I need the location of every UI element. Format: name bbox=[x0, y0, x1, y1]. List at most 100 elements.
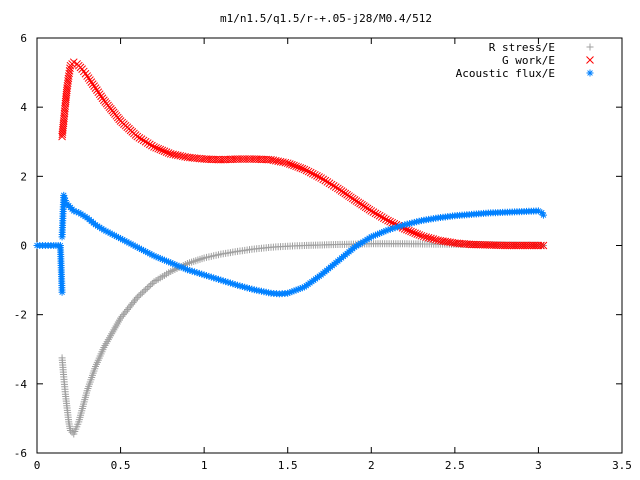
data-point bbox=[133, 293, 141, 301]
data-point bbox=[403, 220, 411, 228]
data-point bbox=[286, 288, 294, 296]
data-point bbox=[234, 281, 242, 289]
data-point bbox=[351, 243, 359, 251]
data-point bbox=[355, 241, 363, 249]
data-point bbox=[144, 249, 152, 257]
data-point bbox=[285, 160, 294, 168]
data-point bbox=[236, 282, 244, 290]
data-marks bbox=[33, 58, 548, 438]
data-point bbox=[219, 277, 227, 285]
data-point bbox=[207, 273, 215, 281]
data-point bbox=[294, 163, 303, 171]
data-point bbox=[384, 226, 392, 234]
data-point bbox=[363, 235, 371, 243]
legend-label: G work/E bbox=[502, 54, 555, 67]
data-point bbox=[417, 231, 426, 240]
data-point bbox=[123, 238, 131, 246]
data-point bbox=[539, 241, 548, 250]
axis-ticks: 0 0.5 1 1.5 2 2.5 3 3.5 -6 -4 -2 0 2 4 6 bbox=[14, 32, 632, 472]
data-point bbox=[135, 134, 144, 142]
x-tick-label: 3 bbox=[535, 459, 542, 472]
data-point bbox=[133, 243, 141, 251]
legend-label: R stress/E bbox=[489, 41, 555, 54]
data-point bbox=[325, 179, 334, 188]
data-point bbox=[112, 232, 120, 240]
data-point bbox=[388, 218, 397, 227]
data-point bbox=[405, 226, 413, 235]
y-tick-label: 2 bbox=[20, 170, 27, 183]
data-point bbox=[142, 248, 150, 256]
data-point bbox=[376, 229, 384, 237]
data-point bbox=[367, 207, 376, 215]
data-point bbox=[150, 252, 158, 260]
data-point bbox=[135, 244, 143, 252]
data-point bbox=[373, 210, 382, 219]
data-point bbox=[369, 232, 377, 240]
data-point bbox=[300, 165, 309, 174]
data-point bbox=[102, 227, 110, 235]
data-point bbox=[139, 136, 148, 145]
series-2 bbox=[33, 191, 547, 298]
data-point bbox=[148, 251, 156, 259]
data-point bbox=[283, 159, 292, 168]
data-point bbox=[243, 284, 251, 292]
data-point bbox=[401, 221, 409, 229]
data-point bbox=[389, 224, 397, 232]
data-point bbox=[298, 164, 307, 173]
data-point bbox=[384, 216, 392, 225]
data-point bbox=[391, 224, 399, 232]
data-point bbox=[205, 272, 213, 280]
data-point bbox=[296, 164, 305, 172]
data-point bbox=[174, 151, 182, 160]
data-point bbox=[214, 275, 222, 283]
data-point bbox=[171, 150, 180, 159]
data-point bbox=[357, 239, 365, 247]
data-point bbox=[382, 215, 390, 224]
data-point bbox=[382, 227, 390, 235]
data-point bbox=[150, 143, 158, 151]
data-point bbox=[66, 427, 74, 435]
data-point bbox=[77, 210, 85, 218]
data-point bbox=[165, 258, 173, 266]
data-point bbox=[75, 209, 83, 217]
data-point bbox=[367, 233, 375, 241]
data-point bbox=[181, 265, 189, 273]
x-tick-label: 1 bbox=[201, 459, 208, 472]
data-point bbox=[133, 132, 142, 141]
data-point bbox=[427, 234, 435, 243]
data-point bbox=[61, 194, 69, 202]
data-point bbox=[143, 284, 151, 292]
data-point bbox=[160, 147, 169, 156]
data-point bbox=[294, 285, 302, 293]
data-point bbox=[183, 266, 191, 274]
series-0 bbox=[58, 240, 547, 438]
data-point bbox=[321, 176, 330, 185]
data-point bbox=[409, 228, 417, 237]
legend-marker bbox=[586, 43, 594, 51]
data-point bbox=[407, 227, 415, 236]
data-point bbox=[191, 268, 199, 276]
data-point bbox=[162, 148, 171, 156]
data-point bbox=[222, 278, 230, 286]
data-point bbox=[231, 281, 239, 289]
data-point bbox=[331, 183, 340, 191]
data-point bbox=[176, 151, 185, 160]
data-point bbox=[156, 145, 165, 154]
data-point bbox=[323, 178, 332, 186]
data-point bbox=[398, 221, 406, 229]
data-point bbox=[137, 290, 145, 298]
data-point bbox=[198, 270, 206, 278]
data-point bbox=[179, 264, 187, 272]
data-point bbox=[135, 292, 143, 300]
data-point bbox=[195, 269, 203, 277]
legend-marker bbox=[586, 56, 594, 64]
series-1 bbox=[58, 58, 548, 250]
data-point bbox=[143, 139, 152, 147]
data-point bbox=[424, 233, 433, 242]
data-point bbox=[188, 267, 196, 275]
data-point bbox=[127, 240, 135, 248]
data-point bbox=[129, 241, 137, 249]
data-point bbox=[140, 287, 148, 295]
data-point bbox=[241, 283, 249, 291]
data-point bbox=[279, 158, 287, 167]
